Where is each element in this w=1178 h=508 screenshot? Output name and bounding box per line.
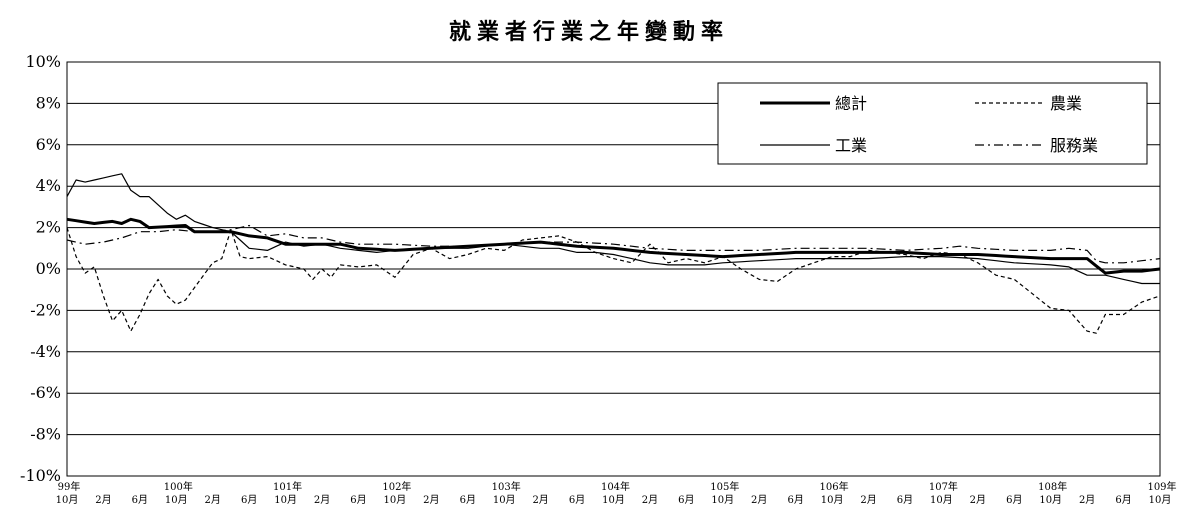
x-tick-month: 6月 (787, 494, 803, 506)
x-tick-month: 10月 (56, 494, 79, 506)
x-tick-year: 109年 (1147, 480, 1176, 493)
legend-box (717, 82, 1148, 165)
legend-label: 服務業 (1050, 136, 1098, 155)
x-tick-month: 10月 (711, 494, 734, 506)
x-tick-month: 6月 (132, 494, 148, 506)
y-tick-label: 0% (36, 259, 61, 278)
y-tick-label: -8% (30, 425, 61, 444)
x-tick-month: 2月 (970, 494, 986, 506)
x-tick-month: 10月 (821, 494, 844, 506)
x-tick-year: 104年 (601, 480, 630, 493)
series-line-thick (66, 217, 1161, 275)
x-tick-month: 10月 (274, 494, 297, 506)
x-tick-month: 2月 (314, 494, 330, 506)
y-tick-label: -2% (30, 300, 61, 319)
x-tick-month: 6月 (460, 494, 476, 506)
y-tick-label: 6% (36, 135, 61, 154)
x-tick-year: 101年 (273, 480, 302, 493)
y-tick-label: 4% (36, 176, 61, 195)
series-line-dashdot (66, 224, 1161, 264)
x-tick-year: 99年 (58, 480, 81, 493)
chart-title: 就業者行業之年變動率 (448, 20, 729, 45)
series-line-thin (66, 173, 1160, 285)
x-tick-month: 10月 (1039, 494, 1062, 506)
y-tick-label: 8% (36, 93, 61, 112)
x-tick-year: 102年 (382, 480, 411, 493)
x-tick-month: 10月 (165, 494, 188, 506)
x-tick-month: 6月 (897, 494, 913, 506)
x-tick-month: 10月 (1149, 494, 1172, 506)
x-tick-month: 2月 (532, 494, 548, 506)
legend-label: 總計 (835, 94, 867, 113)
series-line-dashed (66, 227, 1161, 334)
x-tick-month: 2月 (205, 494, 221, 506)
x-tick-month: 6月 (1006, 494, 1022, 506)
x-tick-year: 107年 (929, 480, 958, 493)
y-tick-label: 2% (36, 218, 61, 237)
x-tick-month: 10月 (602, 494, 625, 506)
x-tick-month: 10月 (930, 494, 953, 506)
x-tick-year: 100年 (164, 480, 193, 493)
y-axis-ticks: 10% 8% 6% 4% 2% 0% -2% -4% -6% -8% -10% (20, 52, 61, 485)
y-tick-label: -4% (30, 342, 61, 361)
x-tick-month: 2月 (1079, 494, 1095, 506)
x-tick-month: 6月 (1115, 494, 1131, 506)
series-lines (66, 173, 1161, 334)
x-tick-month: 2月 (423, 494, 439, 506)
x-tick-month: 2月 (642, 494, 658, 506)
x-tick-month: 10月 (384, 494, 407, 506)
x-tick-year: 108年 (1038, 480, 1067, 493)
x-tick-year: 103年 (492, 480, 521, 493)
x-tick-month: 2月 (95, 494, 111, 506)
x-tick-month: 6月 (241, 494, 257, 506)
legend-label: 工業 (835, 136, 867, 155)
plot-area-frame (66, 61, 1161, 477)
x-tick-month: 10月 (493, 494, 516, 506)
x-tick-year: 105年 (710, 480, 739, 493)
y-tick-label: -6% (30, 383, 61, 402)
legend-label: 農業 (1050, 94, 1082, 113)
x-tick-month: 2月 (860, 494, 876, 506)
x-tick-year: 106年 (820, 480, 849, 493)
x-tick-month: 6月 (569, 494, 585, 506)
y-tick-label: 10% (25, 52, 61, 71)
x-tick-month: 6月 (678, 494, 694, 506)
x-tick-month: 6月 (350, 494, 366, 506)
y-tick-label: -10% (20, 466, 61, 485)
x-tick-month: 2月 (751, 494, 767, 506)
